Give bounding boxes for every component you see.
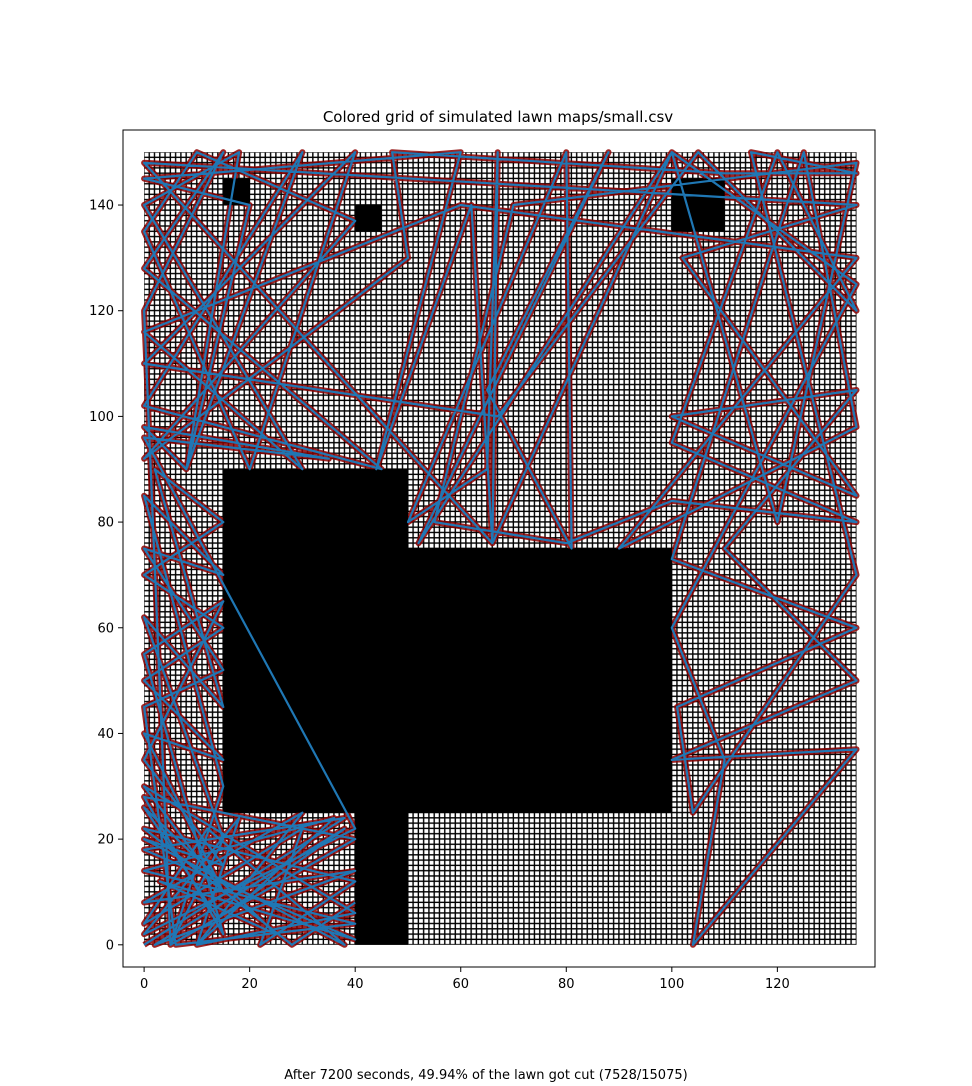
y-tick-label: 20 <box>97 833 114 848</box>
x-tick-label: 120 <box>765 977 790 992</box>
obstacle-5 <box>355 205 382 232</box>
y-tick-label: 120 <box>89 304 114 319</box>
x-axis: 0 20 40 60 80 100 120 <box>140 967 790 992</box>
obstacle-3 <box>355 812 408 945</box>
x-tick-label: 60 <box>452 977 469 992</box>
y-tick-label: 100 <box>89 410 114 425</box>
obstacle-1 <box>223 469 408 813</box>
obstacle-6 <box>671 178 725 232</box>
y-tick-label: 80 <box>97 516 114 531</box>
x-tick-label: 0 <box>140 977 148 992</box>
plot-frame <box>122 129 876 968</box>
y-tick-label: 0 <box>106 938 114 953</box>
x-tick-label: 80 <box>558 977 575 992</box>
x-tick-label: 40 <box>347 977 364 992</box>
y-tick-label: 40 <box>97 727 114 742</box>
mower-path <box>143 151 858 946</box>
caption: After 7200 seconds, 49.94% of the lawn g… <box>284 1068 687 1083</box>
x-tick-label: 20 <box>241 977 258 992</box>
chart-title: Colored grid of simulated lawn maps/smal… <box>323 108 673 126</box>
obstacle-2 <box>407 548 672 813</box>
y-tick-label: 140 <box>89 199 114 214</box>
x-tick-label: 100 <box>659 977 684 992</box>
y-axis: 0 20 40 60 80 100 120 140 <box>89 199 123 953</box>
plot-area <box>141 149 860 948</box>
y-tick-label: 60 <box>97 621 114 636</box>
